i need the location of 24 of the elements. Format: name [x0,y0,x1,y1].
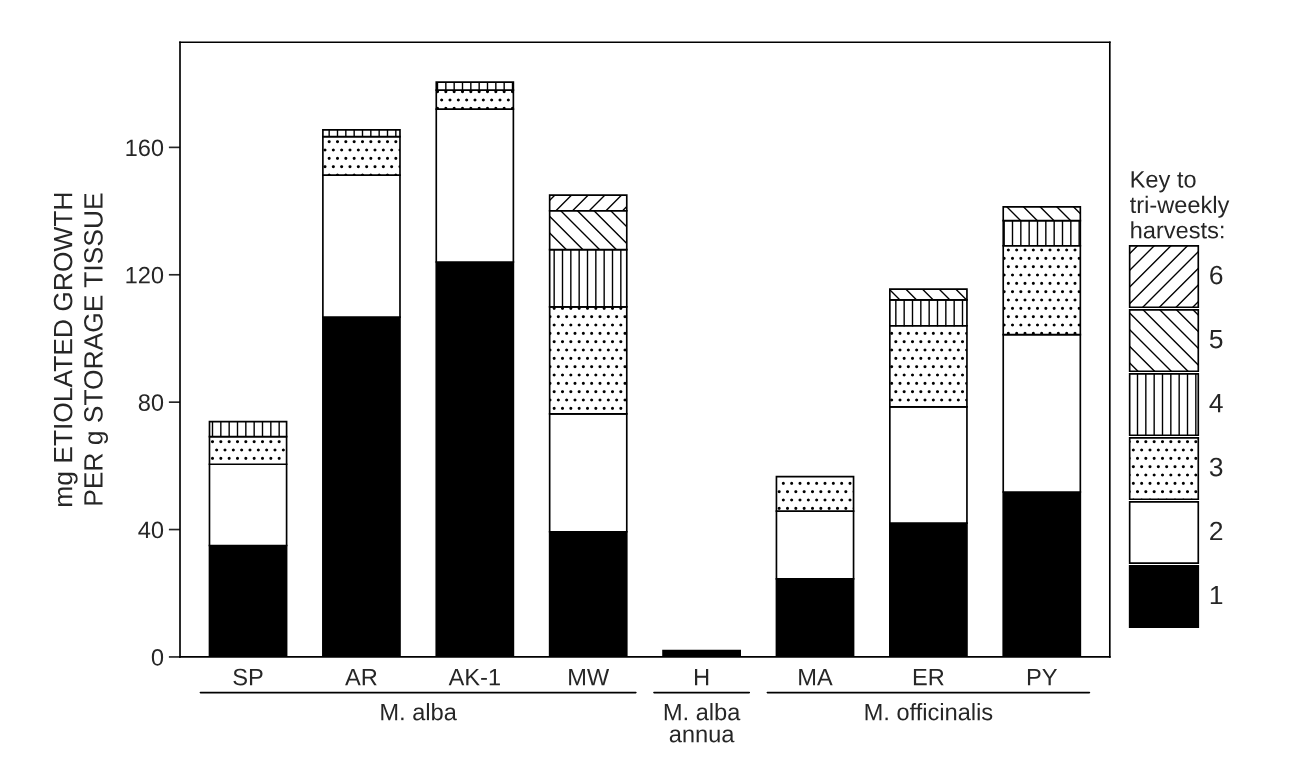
text: M. alba annua [664,703,741,743]
x-tick-label: ER [913,668,944,686]
y-tick-label: 0 [151,649,164,666]
legend-label: 6 [1210,265,1223,285]
legend-label: 1 [1210,585,1223,605]
legend-title: Key to tri-weekly harvests: [1130,171,1230,239]
legend-label: 5 [1209,329,1223,349]
y-axis-title: mg ETIOLATED GROWTH PER g STORAGE TISSUE [53,193,108,506]
x-tick-label: AR [345,668,377,686]
legend-label: 2 [1210,521,1223,541]
y-tick-label: 40 [138,521,164,539]
text: M. officinalis [865,703,993,721]
legend-label: 3 [1209,457,1223,477]
x-tick-label: PY [1027,668,1058,686]
y-tick-label: 160 [126,139,164,157]
text: M. alba [381,703,457,721]
x-tick-label: MW [569,668,610,686]
x-tick-label: AK-1 [448,668,500,686]
x-tick-label: MA [799,668,833,686]
x-tick-label: H [695,668,709,686]
y-tick-label: 120 [126,266,164,284]
y-tick-label: 80 [138,394,164,411]
x-tick-label: SP [233,668,263,686]
legend-label: 4 [1209,393,1223,413]
